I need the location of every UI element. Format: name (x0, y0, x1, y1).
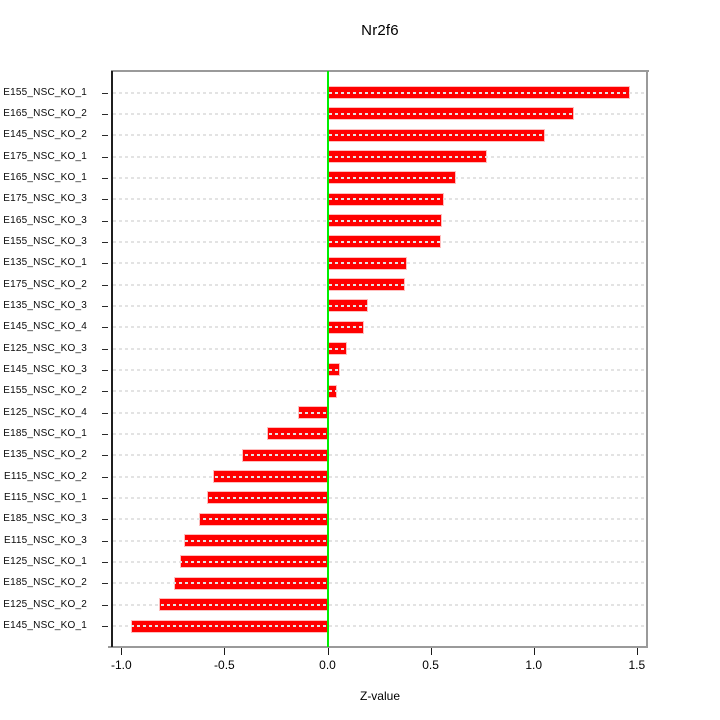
y-tick-label: E185_NSC_KO_1 (3, 427, 87, 439)
y-tick (102, 369, 108, 371)
y-tick (102, 263, 108, 265)
y-tick (102, 284, 108, 286)
y-tick-label: E175_NSC_KO_1 (3, 150, 87, 162)
y-tick-label: E125_NSC_KO_3 (3, 342, 87, 354)
y-tick-label: E145_NSC_KO_1 (3, 620, 87, 631)
gridline (113, 496, 646, 499)
y-tick (102, 135, 108, 137)
gridline (113, 603, 646, 606)
y-tick-label: E125_NSC_KO_4 (3, 406, 87, 418)
y-tick-label: E145_NSC_KO_2 (3, 129, 87, 141)
x-tick-label: -1.0 (110, 658, 132, 672)
gridline (113, 176, 646, 179)
gridline (113, 112, 646, 115)
gridline (113, 625, 646, 627)
x-tick-label: 0.0 (319, 658, 336, 672)
y-tick (102, 433, 108, 435)
y-tick (102, 412, 108, 414)
plot-area (112, 71, 648, 647)
y-tick-label: E135_NSC_KO_2 (3, 449, 87, 461)
gridline (113, 198, 646, 201)
y-tick-label: E185_NSC_KO_2 (3, 577, 87, 589)
gridline (113, 432, 646, 435)
x-axis-label: Z-value (359, 689, 400, 703)
y-tick (102, 626, 108, 627)
gridline (113, 240, 646, 243)
x-tick (224, 648, 226, 655)
gridline (113, 411, 646, 414)
gridline (113, 475, 646, 478)
gridline (113, 326, 646, 329)
y-tick (102, 455, 108, 457)
y-tick-label: E165_NSC_KO_2 (3, 107, 87, 119)
y-tick (102, 604, 108, 606)
y-tick-label: E155_NSC_KO_1 (3, 86, 87, 98)
y-tick-label: E125_NSC_KO_2 (3, 598, 87, 610)
gridline (113, 539, 646, 542)
gridline (113, 134, 646, 137)
y-tick (102, 92, 108, 94)
y-tick (102, 177, 108, 179)
y-tick (102, 583, 108, 585)
y-tick-label: E185_NSC_KO_3 (3, 513, 87, 525)
y-tick (102, 497, 108, 499)
y-tick-label: E115_NSC_KO_3 (3, 534, 87, 546)
gridline (113, 304, 646, 307)
y-tick (102, 220, 108, 222)
chart-title: Nr2f6 (361, 22, 399, 39)
y-tick (102, 540, 108, 542)
gridline (113, 454, 646, 457)
x-tick (430, 648, 432, 655)
gridline (113, 518, 646, 521)
y-tick-label: E165_NSC_KO_3 (3, 214, 87, 226)
x-tick (121, 648, 123, 655)
y-tick-label: E175_NSC_KO_2 (3, 278, 87, 290)
plot-border-top (111, 70, 649, 72)
gridline (113, 155, 646, 158)
gridline (113, 219, 646, 222)
y-tick (102, 561, 108, 563)
y-tick-label: E135_NSC_KO_1 (3, 257, 87, 269)
x-tick-label: 1.0 (525, 658, 543, 672)
y-tick (102, 305, 108, 307)
y-tick-label: E115_NSC_KO_2 (3, 470, 87, 482)
y-tick-label: E155_NSC_KO_2 (3, 385, 87, 397)
y-tick (102, 391, 108, 393)
gridline (113, 262, 646, 265)
plot-border-bottom (108, 646, 648, 648)
y-tick-label: E165_NSC_KO_1 (3, 171, 87, 183)
y-tick (102, 241, 108, 243)
gridline (113, 560, 646, 563)
gridline (113, 91, 646, 94)
zero-line (326, 71, 329, 647)
x-tick-label: -0.5 (214, 658, 235, 672)
plot-border-right (646, 70, 648, 648)
gridline (113, 390, 646, 393)
y-tick-label: E145_NSC_KO_4 (3, 321, 87, 333)
y-tick (102, 156, 108, 158)
gridline (113, 368, 646, 371)
y-tick (102, 199, 108, 201)
x-tick (636, 648, 638, 655)
y-tick (102, 327, 108, 329)
y-tick-label: E135_NSC_KO_3 (3, 299, 87, 311)
y-tick-label: E145_NSC_KO_3 (3, 363, 87, 375)
y-tick-label: E155_NSC_KO_3 (3, 235, 87, 247)
gridline (113, 582, 646, 585)
x-tick-label: 1.5 (628, 658, 646, 672)
y-tick-label: E115_NSC_KO_1 (3, 491, 87, 503)
gridline (113, 283, 646, 286)
y-tick (102, 519, 108, 521)
x-tick (533, 648, 535, 655)
gridline (113, 347, 646, 350)
y-tick-label: E175_NSC_KO_3 (3, 193, 87, 205)
y-tick (102, 113, 108, 115)
y-axis-line (111, 71, 113, 647)
x-tick (327, 648, 329, 655)
y-tick-label: E125_NSC_KO_1 (3, 555, 87, 567)
y-tick (102, 348, 108, 350)
x-tick-label: 0.5 (422, 658, 439, 672)
y-tick (102, 476, 108, 478)
